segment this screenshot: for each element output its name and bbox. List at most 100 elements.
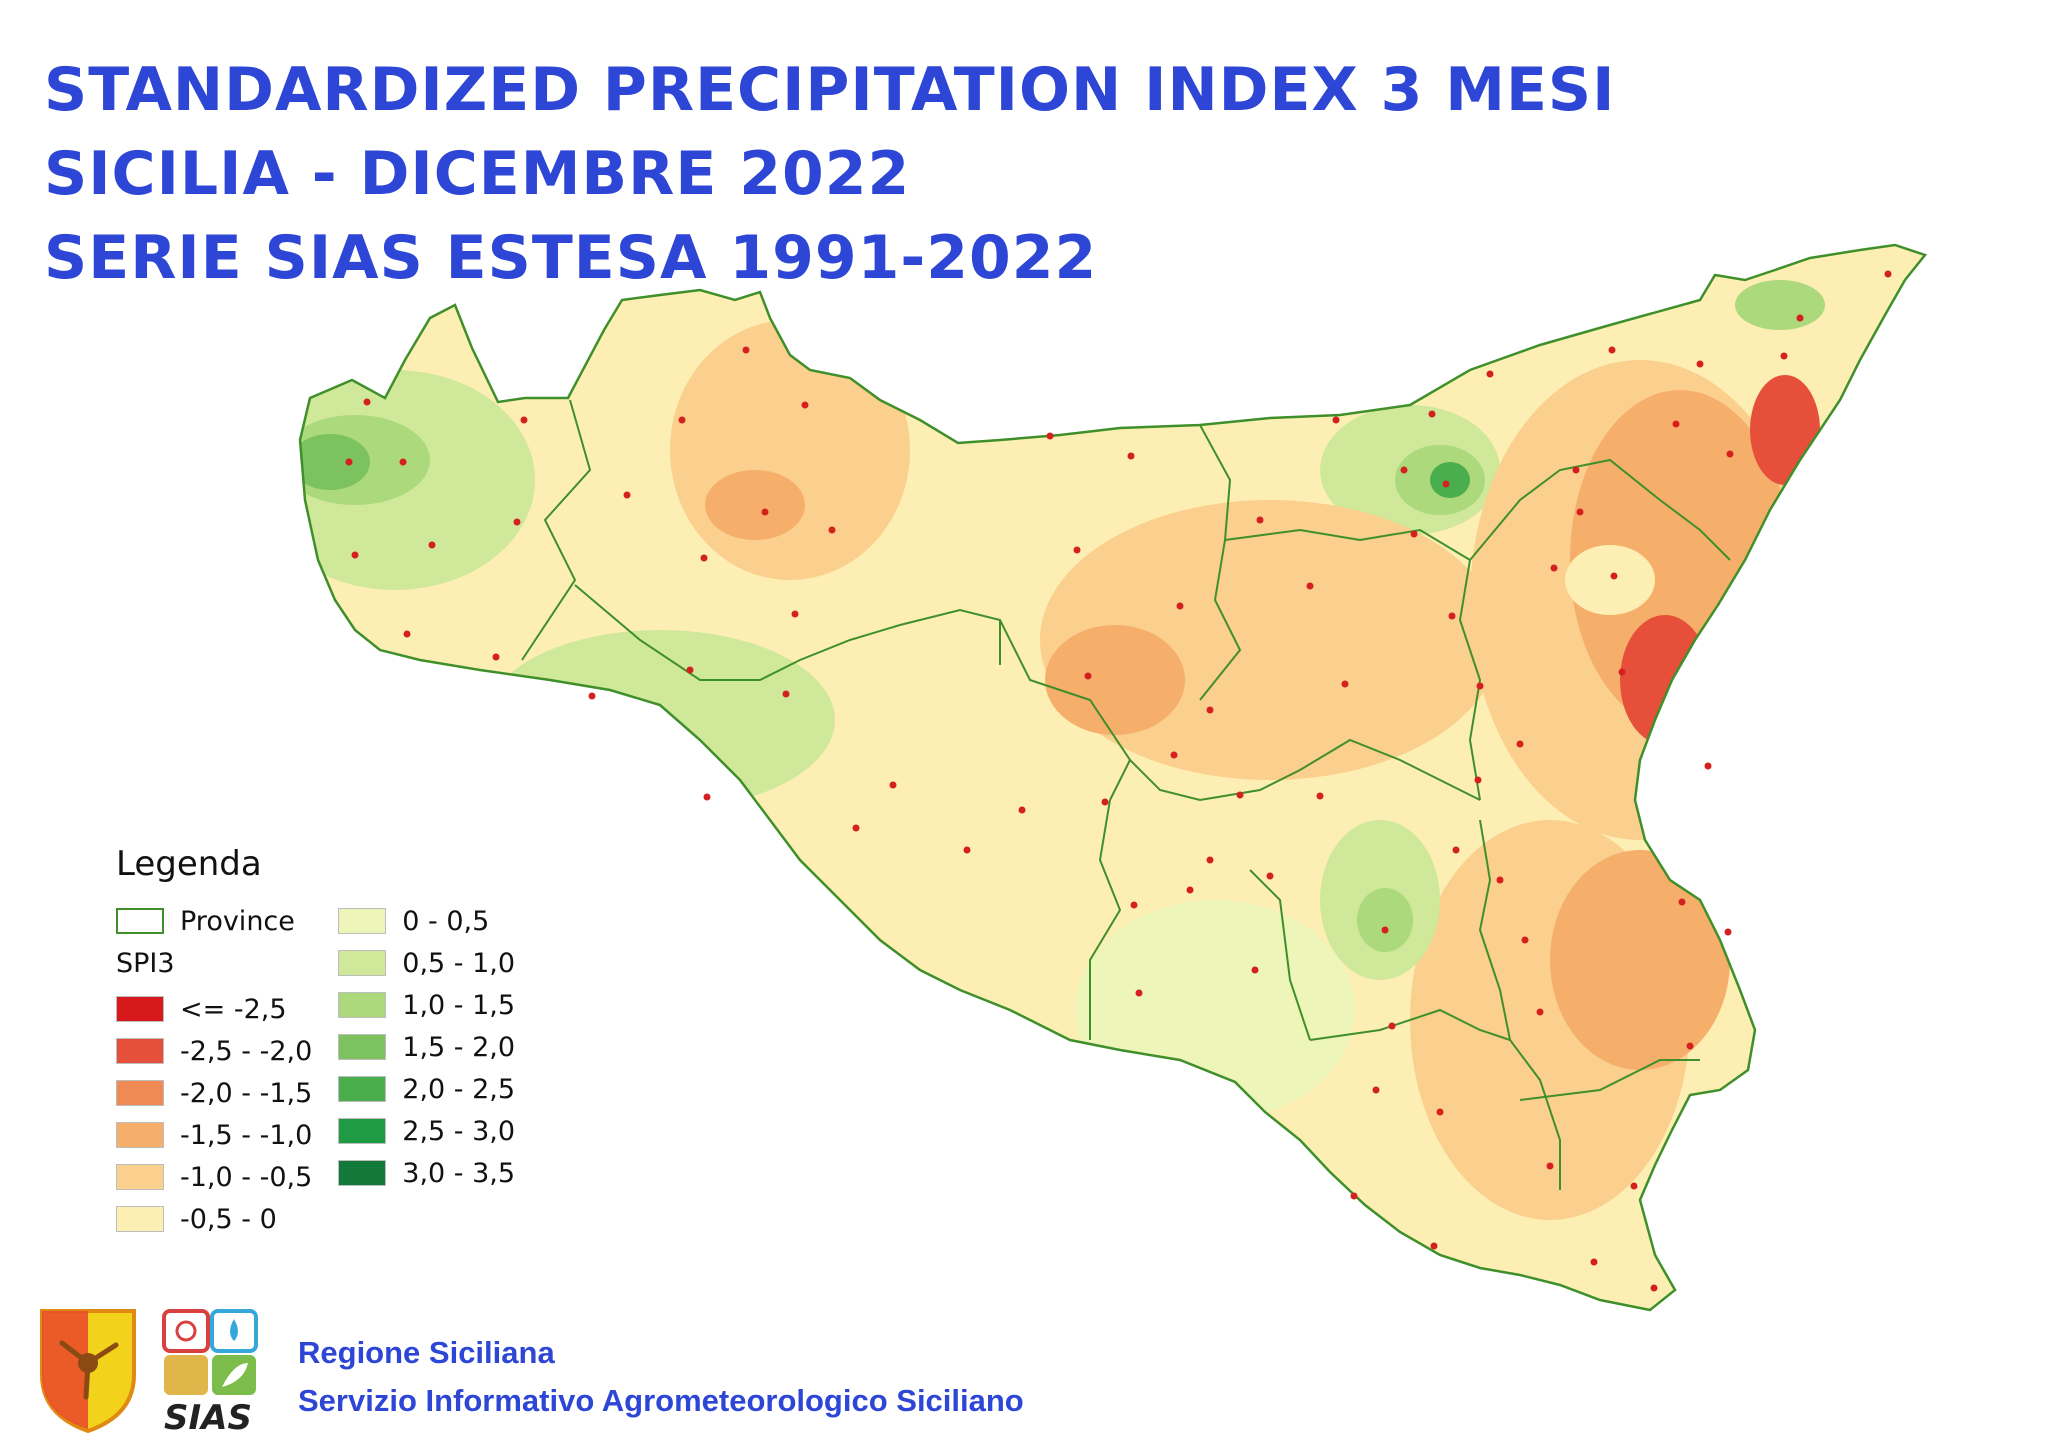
zone-nw-orange-core: [705, 470, 805, 540]
station-dot: [1496, 876, 1504, 884]
map-title: STANDARDIZED PRECIPITATION INDEX 3 MESI …: [44, 48, 1615, 300]
province-border-messina-catania: [1469, 458, 1731, 561]
station-dot: [700, 554, 708, 562]
legend-item: 0,5 - 1,0: [338, 942, 515, 984]
legend-swatch: [338, 908, 387, 934]
station-dot: [623, 491, 631, 499]
province-border-palermo-caltanissetta: [999, 619, 1132, 801]
station-dot: [345, 458, 353, 466]
coastline: [298, 243, 1928, 1312]
legend-swatch: [116, 1164, 164, 1190]
legend-item: -2,0 - -1,5: [116, 1072, 312, 1114]
title-line-1: STANDARDIZED PRECIPITATION INDEX 3 MESI: [44, 55, 1616, 125]
trinacria-shield-icon: [40, 1309, 136, 1434]
province-border-trapani-palermo: [521, 399, 592, 661]
legend-label: 1,5 - 2,0: [402, 1031, 516, 1063]
station-dot: [678, 416, 686, 424]
station-dot: [742, 346, 750, 354]
station-dot: [1256, 516, 1264, 524]
legend-swatch: [338, 1118, 387, 1144]
station-dot: [1572, 466, 1580, 474]
sias-word: SIAS: [164, 1398, 252, 1438]
title-line-3: SERIE SIAS ESTESA 1991-2022: [44, 223, 1098, 293]
province-border-ragusa-siracusa: [1309, 1008, 1511, 1041]
legend-swatch: [338, 992, 387, 1018]
legend-item: 1,0 - 1,5: [338, 984, 515, 1026]
station-dot: [1672, 420, 1680, 428]
station-dot: [1316, 792, 1324, 800]
province-border-palermo-agrigento: [574, 584, 1001, 681]
zone-nw-orange: [670, 320, 910, 580]
station-dot: [1381, 926, 1389, 934]
station-dot: [1186, 886, 1194, 894]
station-points: [345, 270, 1892, 1292]
station-dot: [1046, 432, 1054, 440]
legend-item: 3,0 - 3,5: [338, 1152, 515, 1194]
station-dot: [1170, 751, 1178, 759]
legend-label: 0,5 - 1,0: [402, 947, 516, 979]
zone-center-orange-core: [1045, 625, 1185, 735]
province-label: Province: [180, 905, 295, 937]
station-dot: [1474, 776, 1482, 784]
station-dot: [588, 692, 596, 700]
station-dot: [1388, 1022, 1396, 1030]
province-border-caltanissetta-enna: [1129, 738, 1481, 802]
station-dot: [1576, 508, 1584, 516]
organization-line-2: Servizio Informativo Agrometeorologico S…: [298, 1383, 1024, 1418]
station-dot: [1266, 872, 1274, 880]
station-dot: [1696, 360, 1704, 368]
sias-logo-icon: [162, 1309, 258, 1395]
zone-ne-green: [1735, 280, 1825, 330]
station-dot: [1678, 898, 1686, 906]
zone-south-light: [1075, 900, 1355, 1120]
station-dot: [1372, 1086, 1380, 1094]
legend-item: -0,5 - 0: [116, 1198, 312, 1240]
zone-north-green-peak: [1430, 462, 1470, 498]
legend-item: 1,5 - 2,0: [338, 1026, 515, 1068]
legend-item: -2,5 - -2,0: [116, 1030, 312, 1072]
station-dot: [1236, 791, 1244, 799]
sias-logo-text: SIAS: [164, 1398, 252, 1438]
station-dot: [492, 653, 500, 661]
station-dot: [1686, 1042, 1694, 1050]
station-dot: [1430, 1242, 1438, 1250]
legend-swatch: [338, 1160, 387, 1186]
legend-column-negative: Province SPI3 <= -2,5 -2,5 - -2,0 -2,0 -…: [116, 900, 312, 1240]
station-dot: [761, 508, 769, 516]
province-border-enna-catania: [1458, 559, 1482, 801]
zone-ne-coast-red: [1750, 375, 1820, 485]
legend-label: 1,0 - 1,5: [402, 989, 516, 1021]
province-border-messina-enna: [1224, 528, 1471, 561]
zone-etna-lightspot: [1565, 545, 1655, 615]
station-dot: [1726, 450, 1734, 458]
station-dot: [1618, 668, 1626, 676]
station-dot: [1436, 1108, 1444, 1116]
station-dot: [1130, 901, 1138, 909]
station-dot: [1590, 1258, 1598, 1266]
station-dot: [1780, 352, 1788, 360]
station-dot: [1251, 966, 1259, 974]
station-dot: [1452, 846, 1460, 854]
province-border-siracusa: [1519, 1059, 1700, 1101]
legend-item: 2,0 - 2,5: [338, 1068, 515, 1110]
zone-east-coast-red: [1620, 615, 1710, 745]
station-dot: [1521, 936, 1529, 944]
legend-index-label: SPI3: [116, 947, 175, 979]
station-dot: [1610, 572, 1618, 580]
legend-title: Legenda: [116, 844, 262, 884]
zone-southwest-green: [485, 630, 835, 810]
station-dot: [1796, 314, 1804, 322]
province-borders: [521, 399, 1731, 1190]
station-dot: [1206, 856, 1214, 864]
station-dot: [399, 458, 407, 466]
organization-line-1: Regione Siciliana: [298, 1335, 555, 1370]
province-border-caltanissetta-catania: [1249, 869, 1311, 1041]
station-dot: [828, 526, 836, 534]
legend-item-province: Province: [116, 900, 312, 942]
legend-swatch: [116, 1206, 164, 1232]
station-dot: [1350, 1192, 1358, 1200]
zone-west-green-peak: [300, 434, 370, 490]
station-dot: [1341, 680, 1349, 688]
station-dot: [686, 666, 694, 674]
